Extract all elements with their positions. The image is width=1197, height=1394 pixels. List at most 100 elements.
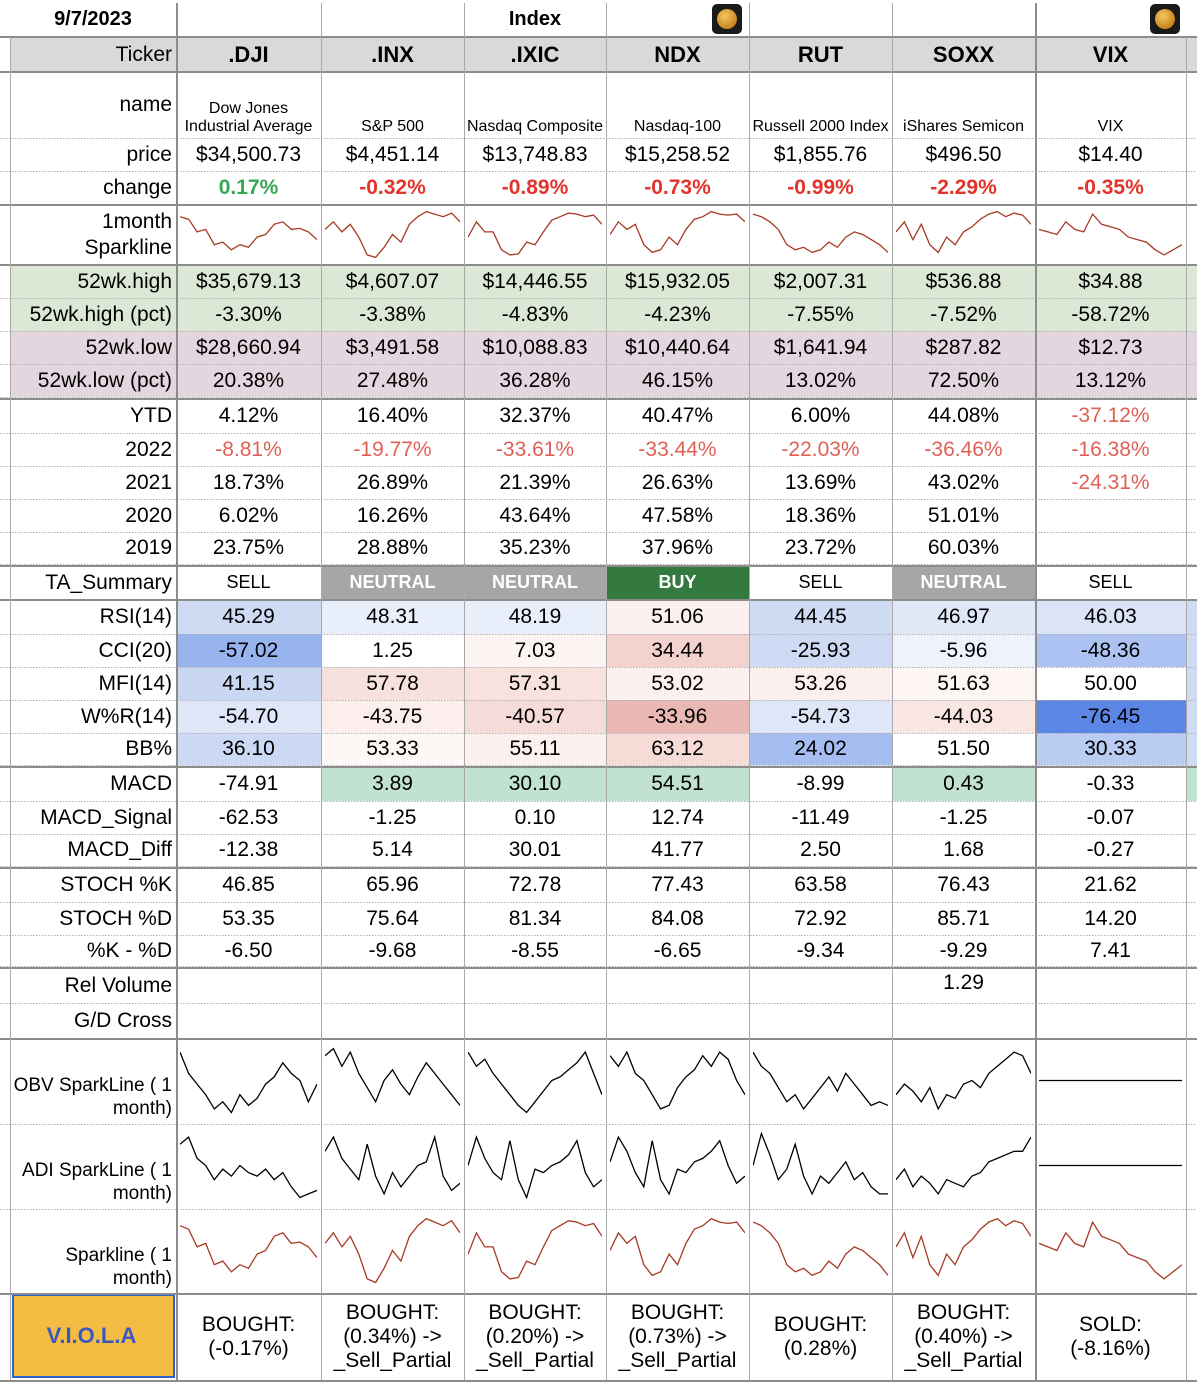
price_1m-sparkline-0: [180, 1225, 317, 1273]
ticker-label: Ticker: [10, 37, 176, 72]
ta-cell-3[interactable]: BUY: [606, 566, 749, 599]
ytd-cell-5: 44.08%: [927, 404, 1000, 427]
ta-cell-2[interactable]: NEUTRAL: [464, 566, 606, 599]
obv_1m-sparkline-5: [896, 1051, 1031, 1111]
ta-cell-1[interactable]: NEUTRAL: [321, 566, 464, 599]
name-cell-1: S&P 500: [361, 118, 424, 135]
high_pct-cell-6: -58.72%: [1071, 302, 1150, 326]
gridline-h-thick: [0, 967, 1197, 969]
ta-cell-4[interactable]: SELL: [798, 572, 843, 592]
low_pct-cell-1: 27.48%: [356, 368, 429, 392]
y2019-cell-2: 35.23%: [499, 536, 571, 559]
macd_sig-cell-0: -62.53: [218, 805, 279, 829]
gd-cell-4: [749, 1003, 892, 1038]
row-band-low_pct: [10, 364, 1197, 397]
name-cell-5: iShares Semicon: [903, 118, 1024, 135]
viola-cell-0[interactable]: BOUGHT: (-0.17%): [201, 1313, 296, 1360]
adi_1m-sparkline-line-2: [468, 1135, 602, 1200]
row-label-rsi: RSI(14): [99, 605, 172, 628]
gd-cell-1: [321, 1003, 464, 1038]
gridline-h: [0, 733, 1197, 734]
overflow-cci: [1186, 634, 1197, 667]
gridline-h-thick: [0, 204, 1197, 206]
price_1m-sparkline-5: [896, 1217, 1031, 1277]
y2020-cell-6: [1035, 499, 1186, 532]
std-cell-1: 75.64: [366, 906, 419, 930]
price_1m-sparkline-6: [1039, 212, 1182, 256]
y2021-cell-5: 43.02%: [927, 470, 1000, 494]
pumpkin-icon[interactable]: [712, 4, 742, 34]
row-label-low_pct: 52wk.low (pct): [37, 368, 172, 392]
macd_diff-cell-0: -12.38: [218, 838, 279, 861]
high_pct-cell-3: -4.23%: [644, 302, 711, 326]
wr-cell-1: -43.75: [321, 700, 464, 733]
viola-cell-2[interactable]: BOUGHT: (0.20%) -> _Sell_Partial: [476, 1301, 594, 1372]
high-cell-3: $15,932.05: [624, 269, 731, 293]
std-cell-3: 84.08: [651, 906, 704, 930]
ticker-header-rut[interactable]: RUT: [749, 37, 892, 72]
viola-cell-3[interactable]: BOUGHT: (0.73%) -> _Sell_Partial: [618, 1301, 737, 1372]
y2020-cell-5: 51.01%: [927, 503, 1000, 527]
std-cell-4: 72.92: [794, 906, 847, 930]
gridline-v: [321, 3, 322, 1380]
gridline-h: [0, 1124, 1197, 1125]
cci-cell-0: -57.02: [176, 634, 321, 667]
ticker-header-vix[interactable]: VIX: [1035, 37, 1186, 72]
price_1m-sparkline-line-1: [325, 210, 460, 259]
obv_1m-sparkline-4: [753, 1051, 888, 1111]
gridline-h: [0, 834, 1197, 835]
obv_1m-sparkline-3: [610, 1050, 745, 1110]
macd_diff-cell-1: 5.14: [372, 838, 413, 861]
std-cell-6: 14.20: [1084, 906, 1137, 930]
gridline-h-thick: [0, 1380, 1197, 1382]
viola-cell-4[interactable]: BOUGHT: (0.28%): [773, 1313, 868, 1360]
low-cell-0: $28,660.94: [195, 335, 302, 359]
kd-cell-1: -9.68: [368, 938, 417, 962]
relvol-cell-6: [1035, 968, 1186, 1003]
gd-cell-2: [464, 1003, 606, 1038]
viola-cell-5[interactable]: BOUGHT: (0.40%) -> _Sell_Partial: [904, 1301, 1023, 1372]
adi_1m-sparkline-line-0: [180, 1136, 317, 1199]
row-label-adi: ADI SparkLine ( 1 month): [22, 1160, 172, 1204]
ticker-header-soxx[interactable]: SOXX: [892, 37, 1035, 72]
mfi-cell-3: 53.02: [606, 667, 749, 700]
wr-cell-0: -54.70: [176, 700, 321, 733]
ta-cell-5[interactable]: NEUTRAL: [892, 566, 1035, 599]
cci-cell-4: -25.93: [749, 634, 892, 667]
overflow-macd: [1186, 767, 1197, 801]
y2019-cell-1: 28.88%: [356, 536, 429, 559]
cci-cell-6: -48.36: [1035, 634, 1186, 667]
ta-cell-6[interactable]: SELL: [1088, 572, 1133, 592]
gridline-h: [0, 532, 1197, 533]
ticker-header-ixic[interactable]: .IXIC: [464, 37, 606, 72]
viola-cell-1[interactable]: BOUGHT: (0.34%) -> _Sell_Partial: [333, 1301, 452, 1372]
row-label-y2019: 2019: [125, 536, 172, 559]
ticker-header-dji[interactable]: .DJI: [176, 37, 321, 72]
ta-cell-0[interactable]: SELL: [226, 572, 271, 592]
stk-cell-2: 72.78: [508, 873, 562, 896]
macd_sig-cell-4: -11.49: [791, 805, 850, 829]
ticker-header-inx[interactable]: .INX: [321, 37, 464, 72]
row-label-macd_diff: MACD_Diff: [67, 838, 172, 861]
low_pct-cell-6: 13.12%: [1074, 368, 1147, 392]
row-label-bb: BB%: [125, 737, 172, 760]
y2020-cell-3: 47.58%: [641, 503, 714, 527]
pumpkin-icon[interactable]: [1150, 4, 1180, 34]
rsi-cell-3: 51.06: [606, 600, 749, 634]
gridline-v: [10, 37, 11, 1380]
y2019-cell-4: 23.72%: [784, 536, 857, 559]
adi_1m-sparkline-line-1: [325, 1134, 460, 1196]
pumpkin-glyph: [717, 9, 737, 29]
name-cell-6: VIX: [1097, 118, 1124, 135]
macd_sig-cell-2: 0.10: [514, 805, 556, 829]
name-cell-2: Nasdaq Composite: [466, 118, 604, 135]
viola-cell-6[interactable]: SOLD: (-8.16%): [1070, 1313, 1151, 1360]
ticker-header-ndx[interactable]: NDX: [606, 37, 749, 72]
macd_sig-cell-1: -1.25: [368, 805, 417, 829]
gridline-h-thick: [0, 71, 1197, 73]
ytd-cell-6: -37.12%: [1071, 404, 1150, 427]
price_1m-sparkline-4: [753, 1221, 888, 1277]
high_pct-cell-4: -7.55%: [787, 302, 854, 326]
cci-cell-3: 34.44: [606, 634, 749, 667]
